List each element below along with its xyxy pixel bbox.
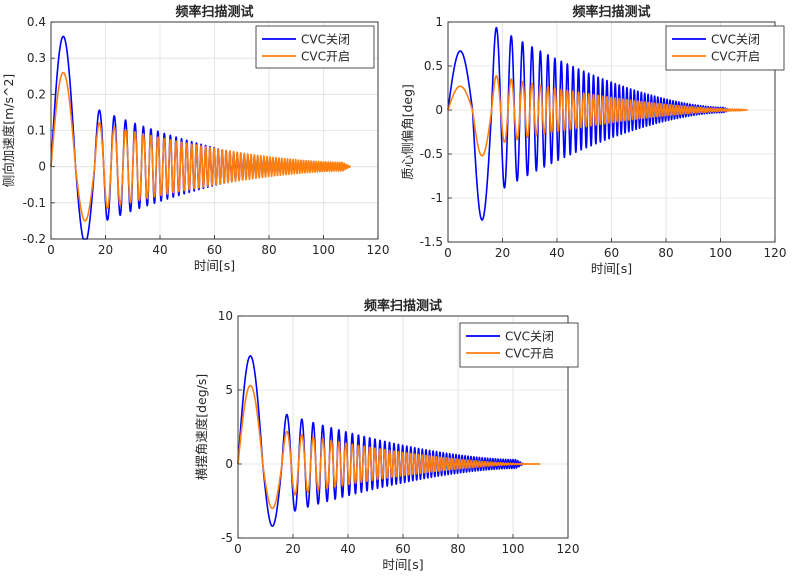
- chart-yaw-rate: 0 20 40 60 80 100 120-50510频率扫描测试时间[s]横摆角速度[de…: [194, 298, 580, 572]
- x-tick-label: 60: [604, 246, 619, 260]
- y-tick-label: 0.5: [424, 59, 443, 73]
- x-tick-label: 120: [557, 542, 580, 556]
- x-tick-label: 80: [658, 246, 673, 260]
- chart-lateral-acceleration: 0 20 40 60 80 100 120 -0.2 -0.1 0 0.1 0.2 0.3 0.4 频率扫描…: [1, 4, 390, 273]
- x-tick-label: 40: [152, 243, 167, 257]
- series-line-cvc-on: [447, 75, 749, 157]
- x-tick-label: 0: [444, 246, 452, 260]
- axes-box: [447, 21, 776, 243]
- chart-title: 频率扫描测试: [364, 298, 442, 314]
- y-tick-label: 10: [218, 309, 233, 323]
- x-axis-label: 时间[s]: [382, 557, 423, 572]
- axes-box: [237, 315, 569, 539]
- y-tick-label: 0: [435, 103, 443, 117]
- x-tick-label: 120: [764, 246, 787, 260]
- y-axis-label: 质心侧偏角[deg]: [400, 84, 415, 180]
- legend-label: CVC关闭: [301, 33, 350, 47]
- y-tick-label: 0: [38, 160, 46, 174]
- y-tick-label: -0.5: [420, 147, 443, 161]
- series-line-cvc-on: [50, 71, 352, 222]
- legend: CVC关闭 CVC开启: [665, 25, 785, 71]
- x-tick-label: 40: [340, 542, 355, 556]
- legend-label: CVC开启: [711, 50, 760, 64]
- legend-label: CVC开启: [301, 50, 350, 64]
- x-tick-label: 20: [98, 243, 113, 257]
- y-tick-label: -5: [221, 531, 233, 545]
- x-tick-label: 20: [495, 246, 510, 260]
- legend-label: CVC关闭: [505, 330, 554, 344]
- chart-sideslip-angle: 0 20 40 60 80 100 120 -1.5 -1 -0.5 0 0.5 1 频率扫描测试时间[s…: [400, 4, 787, 276]
- y-tick-label: -1: [431, 191, 443, 205]
- y-tick-label: -0.1: [23, 196, 46, 210]
- x-tick-label: 40: [549, 246, 564, 260]
- x-tick-label: 0: [47, 243, 55, 257]
- legend-box: [665, 25, 785, 71]
- chart-title: 频率扫描测试: [572, 4, 650, 20]
- y-tick-label: 0.4: [27, 15, 46, 29]
- y-tick-label: 0.1: [27, 124, 46, 138]
- y-tick-label: 1: [435, 15, 443, 29]
- y-tick-label: -0.2: [23, 232, 46, 246]
- y-axis-label: 横摆角速度[deg/s]: [194, 374, 209, 481]
- y-axis-label: 侧向加速度[m/s^2]: [1, 74, 16, 188]
- series-line-cvc-on: [237, 384, 542, 510]
- x-tick-label: 120: [367, 243, 390, 257]
- x-tick-label: 0: [234, 542, 242, 556]
- x-tick-label: 60: [207, 243, 222, 257]
- legend: CVC关闭 CVC开启: [459, 322, 579, 368]
- legend-box: [459, 322, 579, 368]
- x-tick-label: 20: [285, 542, 300, 556]
- x-tick-label: 80: [261, 243, 276, 257]
- axes-box: [50, 21, 379, 240]
- y-tick-label: 0: [225, 457, 233, 471]
- x-tick-label: 100: [709, 246, 732, 260]
- x-tick-label: 100: [312, 243, 335, 257]
- legend: CVC关闭 CVC开启: [255, 25, 375, 69]
- y-tick-label: 0.2: [27, 87, 46, 101]
- x-axis-label: 时间[s]: [194, 258, 235, 273]
- legend-box: [255, 25, 375, 69]
- legend-label: CVC开启: [505, 347, 554, 361]
- legend-label: CVC关闭: [711, 33, 760, 47]
- y-tick-label: 5: [225, 383, 233, 397]
- y-tick-label: 0.3: [27, 51, 46, 65]
- chart-title: 频率扫描测试: [175, 4, 253, 20]
- x-axis-label: 时间[s]: [591, 261, 632, 276]
- x-tick-label: 60: [395, 542, 410, 556]
- y-tick-label: -1.5: [420, 235, 443, 249]
- x-tick-label: 80: [450, 542, 465, 556]
- x-tick-label: 100: [502, 542, 525, 556]
